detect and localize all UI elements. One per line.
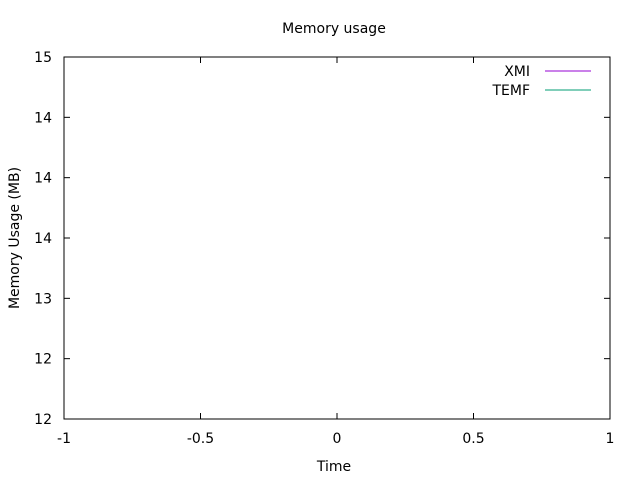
plot-area — [63, 56, 611, 420]
x-tick-label: -1 — [57, 431, 71, 447]
y-tick-label: 12 — [34, 352, 52, 368]
y-tick-label: 14 — [34, 231, 52, 247]
y-tick-label: 14 — [34, 171, 52, 187]
x-axis-label: Time — [316, 459, 351, 475]
x-tick-label: -0.5 — [187, 431, 214, 447]
legend-label-temf: TEMF — [491, 83, 530, 99]
y-tick-label: 15 — [34, 50, 52, 66]
legend: XMI TEMF — [491, 64, 591, 99]
x-tick-label: 0.5 — [462, 431, 484, 447]
y-tick-label: 14 — [34, 110, 52, 126]
y-axis-ticks: 12 12 13 14 14 14 15 — [34, 50, 610, 428]
x-axis-ticks: -1 -0.5 0 0.5 1 — [57, 57, 614, 447]
y-axis-label: Memory Usage (MB) — [7, 167, 23, 309]
chart-title: Memory usage — [282, 21, 386, 37]
y-tick-label: 13 — [34, 291, 52, 307]
y-tick-label: 12 — [34, 412, 52, 428]
x-tick-label: 1 — [606, 431, 615, 447]
plot-border — [63, 56, 611, 420]
legend-label-xmi: XMI — [504, 64, 530, 80]
x-tick-label: 0 — [333, 431, 342, 447]
